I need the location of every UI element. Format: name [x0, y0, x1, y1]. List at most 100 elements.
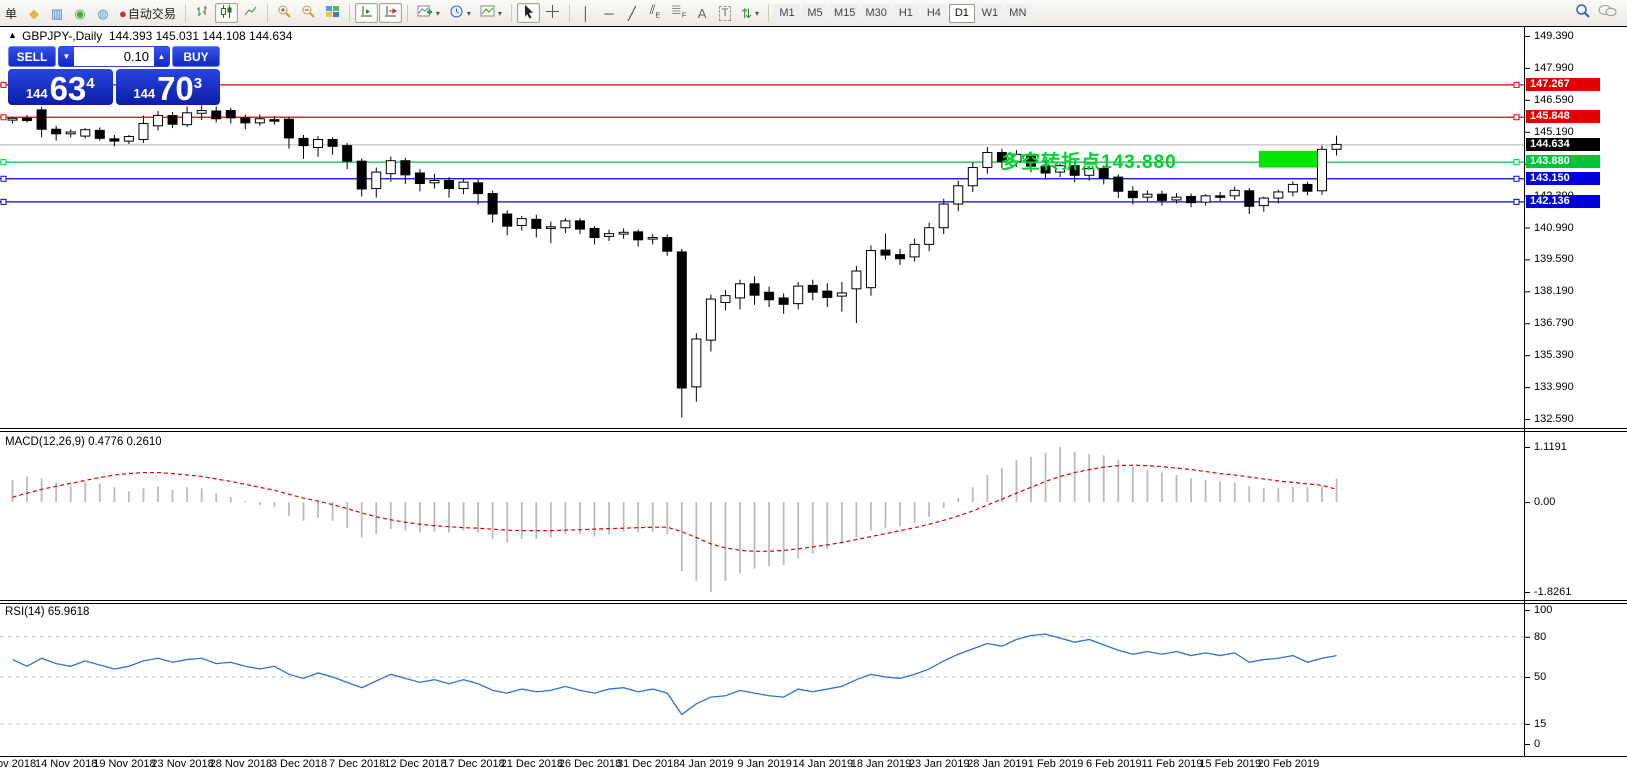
dropdown-arrow-icon: ▾	[497, 8, 502, 18]
navigator-icon: ◉	[74, 5, 86, 21]
trendline-button[interactable]: ╱	[621, 3, 643, 23]
cursor-icon	[521, 4, 536, 22]
buy-price-prefix: 144	[133, 86, 156, 101]
rsi-line	[12, 633, 1337, 716]
sell-price-big: 63	[49, 70, 87, 107]
vertical-line-button[interactable]: │	[575, 3, 597, 23]
toolbar-separator	[348, 4, 350, 22]
toolbar-separator	[768, 4, 770, 22]
data-window-icon: ▥	[50, 5, 64, 21]
indicators-icon	[417, 4, 433, 22]
crosshair-button[interactable]	[541, 3, 564, 23]
pivot-annotation-text: 多空转折点143.880	[1001, 152, 1177, 173]
timeframe-w1-button[interactable]: W1	[976, 3, 1003, 23]
timeframe-h4-button[interactable]: H4	[920, 3, 947, 23]
sell-price-prefix: 144	[25, 86, 48, 101]
text-icon: A	[697, 5, 707, 21]
timeframe-m1-button[interactable]: M1	[774, 3, 801, 23]
zoom-in-icon	[277, 4, 292, 22]
terminal-icon: ◍	[97, 5, 109, 21]
tile-windows-icon	[325, 4, 340, 22]
candles	[7, 105, 1342, 418]
indicators-button[interactable]: ▾	[413, 3, 444, 23]
lot-size-control: ▼ 0.10 ▲	[58, 46, 170, 67]
market-watch-button[interactable]: ◆	[23, 3, 45, 23]
macd-signal-line	[12, 464, 1337, 552]
dropdown-arrow-icon: ▾	[466, 8, 471, 18]
zoom-in-button[interactable]	[273, 3, 296, 23]
buy-button[interactable]: BUY	[172, 46, 220, 67]
auto-scroll-button[interactable]	[354, 3, 378, 23]
dropdown-arrow-icon: ▾	[755, 8, 760, 18]
one-click-trading-panel: SELL ▼ 0.10 ▲ BUY 144 63 4 144 70 3	[8, 46, 220, 107]
terminal-button[interactable]: ◍	[92, 3, 114, 23]
horizontal-line-icon: ─	[604, 5, 614, 21]
cursor-button[interactable]	[516, 3, 540, 23]
tile-windows-button[interactable]	[321, 3, 344, 23]
text-label-button[interactable]: T	[714, 3, 736, 23]
data-window-button[interactable]: ▥	[46, 3, 68, 23]
collapse-panel-icon[interactable]: ▲	[8, 30, 17, 40]
timeframe-m5-button[interactable]: M5	[802, 3, 829, 23]
chart-shift-button[interactable]	[378, 3, 402, 23]
timeframe-m15-button[interactable]: M15	[830, 3, 860, 23]
equidistant-channel-button[interactable]: ⫽E	[644, 3, 666, 23]
timeframe-toolbar: M1 M5 M15 M30 H1 H4 D1 W1 MN	[774, 3, 1031, 23]
horizontal-line-button[interactable]: ─	[598, 3, 620, 23]
fibonacci-button[interactable]: ≣F	[667, 3, 690, 23]
periods-button[interactable]: ▾	[445, 3, 475, 23]
sell-button[interactable]: SELL	[8, 46, 56, 67]
macd-indicator-label: MACD(12,26,9) 0.4776 0.2610	[5, 436, 162, 448]
macd-histogram	[11, 447, 1338, 592]
templates-icon	[480, 4, 495, 22]
rsi-indicator-label: RSI(14) 65.9618	[5, 606, 90, 618]
timeframe-d1-button[interactable]: D1	[948, 3, 975, 23]
chat-icon[interactable]	[1597, 3, 1617, 24]
crosshair-icon	[545, 4, 560, 22]
zoom-out-icon	[301, 4, 316, 22]
auto-scroll-icon	[359, 4, 374, 22]
toolbar-separator	[266, 4, 268, 22]
vertical-line-icon: │	[581, 5, 590, 21]
lot-increase-button[interactable]: ▲	[154, 47, 169, 66]
line-chart-icon	[243, 4, 258, 22]
arrows-icon: ⇅	[741, 5, 753, 21]
bar-chart-button[interactable]	[191, 3, 214, 23]
sell-price-sup: 4	[86, 75, 95, 92]
dropdown-arrow-icon: ▾	[435, 8, 440, 18]
buy-price-big: 70	[157, 70, 194, 107]
autotrading-button[interactable]: ● 自动交易	[115, 3, 180, 23]
equidistant-channel-icon: ⫽E	[649, 2, 661, 20]
search-icon[interactable]	[1575, 3, 1591, 24]
zoom-out-button[interactable]	[297, 3, 320, 23]
toolbar-separator	[406, 4, 408, 22]
chart-title: GBPJPY-,Daily 144.393 145.031 144.108 14…	[22, 29, 292, 43]
buy-price-display[interactable]: 144 70 3	[115, 69, 220, 107]
toolbar-separator	[184, 4, 186, 22]
trendline-icon: ╱	[628, 5, 636, 21]
text-label-icon: T	[718, 5, 732, 21]
navigator-button[interactable]: ◉	[69, 3, 91, 23]
periods-icon	[449, 4, 464, 22]
line-chart-button[interactable]	[239, 3, 262, 23]
candlestick-chart-button[interactable]	[214, 3, 238, 23]
lot-decrease-button[interactable]: ▼	[59, 47, 74, 66]
text-button[interactable]: A	[691, 3, 713, 23]
templates-button[interactable]: ▾	[476, 3, 506, 23]
timeframe-h1-button[interactable]: H1	[892, 3, 919, 23]
market-watch-icon: ◆	[29, 5, 39, 21]
timeframe-m30-button[interactable]: M30	[861, 3, 891, 23]
arrows-button[interactable]: ⇅ ▾	[737, 3, 763, 23]
buy-price-sup: 3	[193, 75, 203, 92]
toolbar: 单 ◆ ▥ ◉ ◍ ● 自动交易 ▾ ▾ ▾ │ ─ ╱ ⫽E ≣F A T	[0, 0, 1627, 26]
candlestick-chart-icon	[219, 4, 234, 22]
timeframe-mn-button[interactable]: MN	[1004, 3, 1031, 23]
fibonacci-icon: ≣F	[670, 2, 687, 20]
toolbar-separator	[510, 4, 512, 22]
new-order-button[interactable]: 单	[0, 3, 22, 23]
chart-shift-icon	[383, 4, 398, 22]
sell-price-display[interactable]: 144 63 4	[8, 69, 113, 105]
lot-size-value[interactable]: 0.10	[74, 47, 154, 66]
